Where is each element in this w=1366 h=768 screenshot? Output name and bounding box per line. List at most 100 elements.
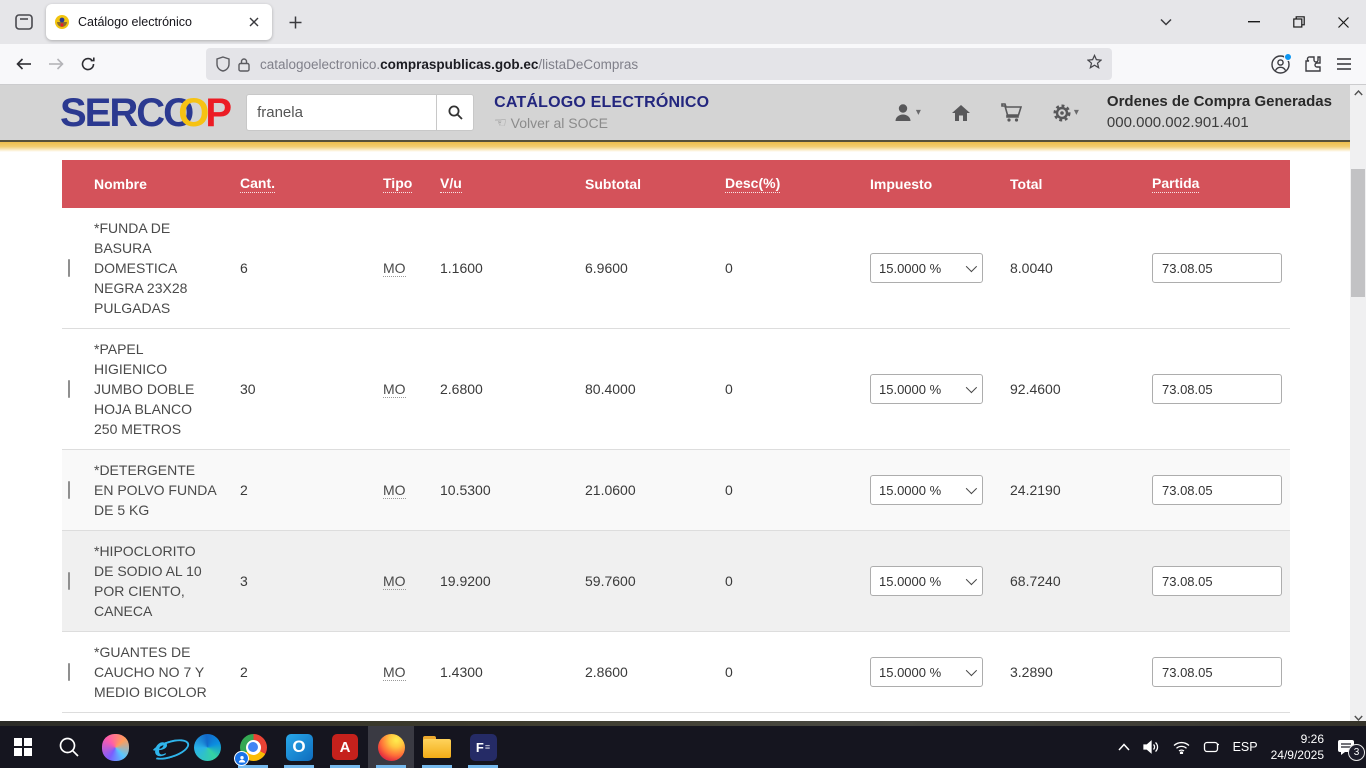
tab-close-button[interactable]	[244, 12, 264, 32]
col-cant[interactable]: Cant.	[240, 175, 275, 193]
file-explorer-icon	[423, 736, 451, 758]
url-bar[interactable]: catalogoelectronico.compraspublicas.gob.…	[206, 48, 1112, 80]
scroll-down-arrow[interactable]	[1350, 710, 1366, 726]
plus-icon	[289, 16, 301, 28]
row-checkbox[interactable]	[68, 663, 70, 681]
f-system-icon: F ≡	[469, 733, 497, 761]
user-menu-button[interactable]: ▾	[894, 103, 921, 122]
col-impuesto: Impuesto	[870, 176, 933, 192]
app-icon-edge[interactable]	[184, 726, 230, 768]
cell-descuento: 0	[725, 664, 733, 680]
impuesto-select[interactable]: 15.0000 %	[870, 566, 983, 596]
clock[interactable]: 9:26 24/9/2025	[1271, 731, 1324, 763]
product-name: *DETERGENTE EN POLVO FUNDA DE 5 KG	[94, 462, 216, 518]
table-row: *DETERGENTE EN POLVO FUNDA DE 5 KG 2 MO …	[62, 450, 1290, 531]
settings-menu-button[interactable]: ▾	[1052, 103, 1079, 123]
firefox-view-button[interactable]	[8, 8, 40, 36]
cell-tipo[interactable]: MO	[383, 572, 406, 590]
cell-subtotal: 2.8600	[585, 664, 628, 680]
scroll-up-arrow[interactable]	[1350, 85, 1366, 101]
wifi-icon	[1173, 741, 1190, 754]
reload-button[interactable]	[72, 49, 104, 79]
cell-subtotal: 21.0600	[585, 482, 636, 498]
wifi-button[interactable]	[1173, 741, 1190, 754]
app-icon-outlook[interactable]: O	[276, 726, 322, 768]
app-icon-acrobat[interactable]: A	[322, 726, 368, 768]
partida-input[interactable]	[1152, 657, 1282, 687]
cell-total: 24.2190	[1010, 482, 1061, 498]
cell-descuento: 0	[725, 260, 733, 276]
row-checkbox[interactable]	[68, 572, 70, 590]
close-window-button[interactable]	[1321, 0, 1366, 44]
cell-tipo[interactable]: MO	[383, 663, 406, 681]
page-scrollbar[interactable]	[1350, 85, 1366, 726]
partida-input[interactable]	[1152, 566, 1282, 596]
impuesto-select[interactable]: 15.0000 %	[870, 253, 983, 283]
product-name: *PAPEL HIGIENICO JUMBO DOBLE HOJA BLANCO…	[94, 341, 195, 437]
impuesto-select[interactable]: 15.0000 %	[870, 374, 983, 404]
col-tipo[interactable]: Tipo	[383, 175, 413, 193]
partida-input[interactable]	[1152, 374, 1282, 404]
display-connect-button[interactable]	[1203, 740, 1220, 754]
minimize-button[interactable]	[1231, 0, 1276, 44]
list-all-tabs-button[interactable]	[1151, 7, 1181, 37]
logo-text-ser: SER	[60, 90, 138, 135]
scrollbar-thumb[interactable]	[1351, 169, 1365, 297]
col-desc[interactable]: Desc(%)	[725, 175, 781, 193]
logo-text-p: P	[205, 90, 232, 135]
clock-date: 24/9/2025	[1270, 748, 1324, 762]
restore-button[interactable]	[1276, 0, 1321, 44]
partida-input[interactable]	[1152, 253, 1282, 283]
cell-subtotal: 80.4000	[585, 381, 636, 397]
menu-button[interactable]	[1336, 57, 1352, 71]
app-icon-firefox[interactable]	[368, 726, 414, 768]
impuesto-select[interactable]: 15.0000 %	[870, 475, 983, 505]
forward-button[interactable]	[40, 49, 72, 79]
app-icon-internet-explorer[interactable]: e	[138, 726, 184, 768]
partida-input[interactable]	[1152, 475, 1282, 505]
volume-button[interactable]	[1142, 740, 1160, 754]
browser-tab[interactable]: Catálogo electrónico	[46, 4, 272, 40]
app-icon-chrome[interactable]	[230, 726, 276, 768]
sercop-logo[interactable]: SER C O O P	[60, 90, 232, 135]
tray-chevron-up-button[interactable]	[1118, 743, 1130, 751]
volver-al-soce-link[interactable]: ☜ Volver al SOCE	[494, 114, 709, 131]
new-tab-button[interactable]	[280, 7, 310, 37]
app-icon-copilot[interactable]	[92, 726, 138, 768]
url-path: /listaDeCompras	[538, 56, 639, 72]
app-icon-file-explorer[interactable]	[414, 726, 460, 768]
bookmark-button[interactable]	[1086, 53, 1103, 74]
home-button[interactable]	[951, 104, 971, 122]
outlook-icon: O	[285, 733, 313, 761]
extensions-button[interactable]	[1304, 55, 1322, 73]
back-arrow-icon	[16, 58, 31, 70]
col-partida[interactable]: Partida	[1152, 175, 1200, 193]
row-checkbox[interactable]	[68, 380, 70, 398]
row-checkbox[interactable]	[68, 481, 70, 499]
hamburger-menu-icon	[1337, 58, 1351, 70]
row-checkbox[interactable]	[68, 259, 70, 277]
notification-center-button[interactable]: 3	[1337, 739, 1365, 761]
cell-tipo[interactable]: MO	[383, 259, 406, 277]
search-input[interactable]	[246, 94, 437, 131]
col-vu[interactable]: V/u	[440, 175, 462, 193]
impuesto-select[interactable]: 15.0000 %	[870, 657, 983, 687]
account-button[interactable]	[1271, 52, 1292, 74]
app-icon-f-system[interactable]: F ≡	[460, 726, 506, 768]
back-button[interactable]	[8, 49, 40, 79]
language-indicator[interactable]: ESP	[1232, 740, 1258, 754]
logo-text-c: C	[136, 90, 165, 135]
taskbar-search-button[interactable]	[46, 726, 92, 768]
start-button[interactable]	[0, 726, 46, 768]
user-icon	[895, 104, 911, 121]
cell-tipo[interactable]: MO	[383, 481, 406, 499]
product-name: *FUNDA DE BASURA DOMESTICA NEGRA 23X28 P…	[94, 220, 188, 316]
title-block: CATÁLOGO ELECTRÓNICO ☜ Volver al SOCE	[494, 94, 709, 131]
url-prefix: catalogoelectronico.	[260, 56, 381, 72]
orders-summary: Ordenes de Compra Generadas 000.000.002.…	[1107, 92, 1346, 133]
cell-tipo[interactable]: MO	[383, 380, 406, 398]
cell-cantidad: 3	[240, 573, 248, 589]
cart-button[interactable]	[1001, 103, 1022, 122]
search-button[interactable]	[436, 94, 475, 131]
